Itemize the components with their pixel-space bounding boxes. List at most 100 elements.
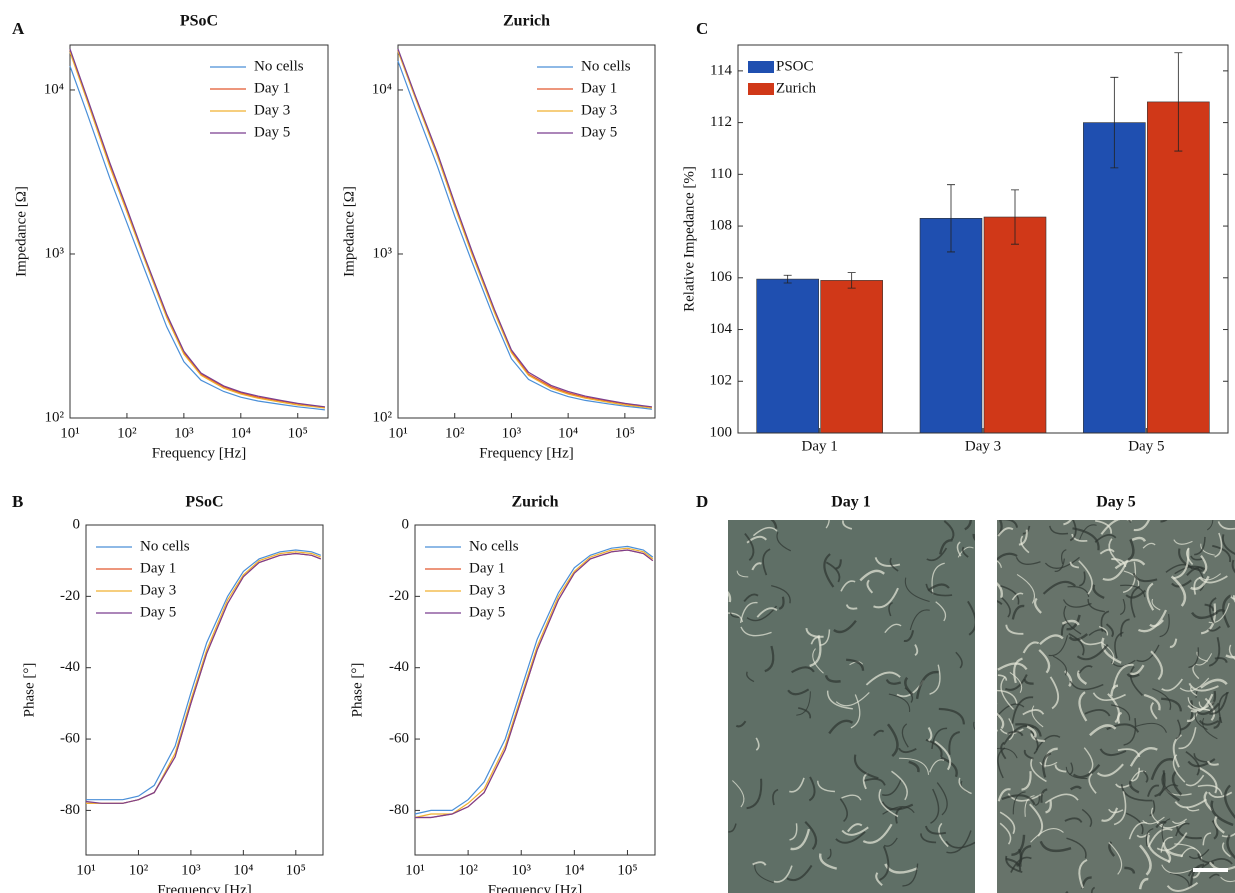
x-tick-label: 10¹ [60,425,80,441]
error-bar [1110,76,1119,169]
y-tick-label: 0 [402,516,410,532]
y-tick-label: -80 [389,802,409,818]
y-tick-label: 10⁴ [372,81,392,97]
bar [919,218,983,434]
plot-frame [737,44,1229,434]
x-tick-label: 10⁵ [288,425,308,441]
plot-frame [85,524,324,856]
y-tick-label: 10³ [45,245,65,261]
legend-label: Day 5 [581,124,617,140]
line [69,48,325,408]
error-bar [1011,189,1019,245]
error-bar [783,274,792,284]
legend-swatch [748,61,774,73]
legend-label: Day 3 [581,102,617,118]
legend-label: Day 1 [254,80,290,96]
y-axis-label: Impedance [Ω] [13,186,29,277]
y-tick-label: 104 [710,321,733,337]
x-axis-label: Frequency [Hz] [479,445,574,461]
x-tick-label: 10⁵ [615,425,635,441]
x-tick-label: 10³ [502,425,522,441]
bar [983,216,1047,434]
y-tick-label: 10³ [373,245,393,261]
x-tick-label: Day 3 [965,438,1001,454]
chart-title: PSoC [185,494,223,511]
cell-texture [728,520,975,887]
panel-label: B [12,492,23,511]
bar [756,278,819,434]
bar [1147,101,1210,434]
y-tick-label: -60 [60,730,80,746]
y-tick-label: 10² [373,409,393,425]
y-tick-label: 10² [45,409,65,425]
x-axis-label: Frequency [Hz] [157,882,252,893]
y-tick-label: -60 [389,730,409,746]
x-tick-label: 10³ [511,862,531,878]
x-tick-label: 10⁵ [617,862,637,878]
y-tick-label: -20 [60,588,80,604]
chart-title: Zurich [503,13,550,30]
legend-label: No cells [140,538,190,554]
y-tick-label: -40 [60,659,80,675]
line [86,549,322,801]
panel-label: A [12,19,25,38]
y-tick-label: 112 [710,114,732,130]
x-tick-label: 10² [129,862,149,878]
line [414,545,654,815]
x-axis-label: Frequency [Hz] [152,445,247,461]
legend-label: Zurich [776,80,816,96]
x-axis-label: Frequency [Hz] [488,882,583,893]
x-tick-label: 10³ [174,425,194,441]
plot-frame [414,524,656,856]
chart-title: PSoC [180,13,218,30]
x-tick-label: 10⁴ [231,425,251,441]
x-tick-label: 10² [117,425,137,441]
y-tick-label: -80 [60,802,80,818]
legend-label: Day 3 [140,582,176,598]
legend-label: Day 5 [140,604,176,620]
legend-label: No cells [581,58,631,74]
legend-label: Day 3 [469,582,505,598]
y-tick-label: 108 [710,218,733,234]
y-tick-label: -40 [389,659,409,675]
y-tick-label: 110 [710,166,732,182]
error-bar [847,272,856,289]
panel-label: D [696,492,708,511]
legend-swatch [748,83,774,95]
y-tick-label: 114 [710,62,732,78]
image-title: Day 5 [1096,494,1136,511]
line [397,48,652,408]
cell-texture [997,520,1235,893]
y-tick-label: -20 [389,588,409,604]
line [397,51,652,409]
line [397,60,652,410]
x-tick-label: 10¹ [388,425,408,441]
x-tick-label: 10⁴ [558,425,578,441]
image-title: Day 1 [831,494,871,511]
error-bar [1174,52,1183,152]
bar [820,280,883,434]
line [69,65,325,411]
x-tick-label: 10³ [181,862,201,878]
legend-label: Day 3 [254,102,290,118]
line [86,551,322,804]
legend-label: No cells [254,58,304,74]
bar [1083,122,1146,434]
line [415,549,654,819]
legend-label: Day 5 [469,604,505,620]
legend-label: No cells [469,538,519,554]
error-bar [947,184,955,253]
x-tick-label: 10¹ [405,862,425,878]
x-tick-label: 10⁴ [233,862,253,878]
legend-label: Day 5 [254,124,290,140]
line [414,547,654,819]
micrograph [728,520,975,893]
x-tick-label: 10⁵ [286,862,306,878]
x-tick-label: 10⁴ [564,862,584,878]
y-axis-label: Relative Impedance [%] [681,166,697,312]
legend-label: PSOC [776,58,814,74]
y-tick-label: 0 [73,516,81,532]
legend-label: Day 1 [140,560,176,576]
x-tick-label: Day 1 [802,438,838,454]
